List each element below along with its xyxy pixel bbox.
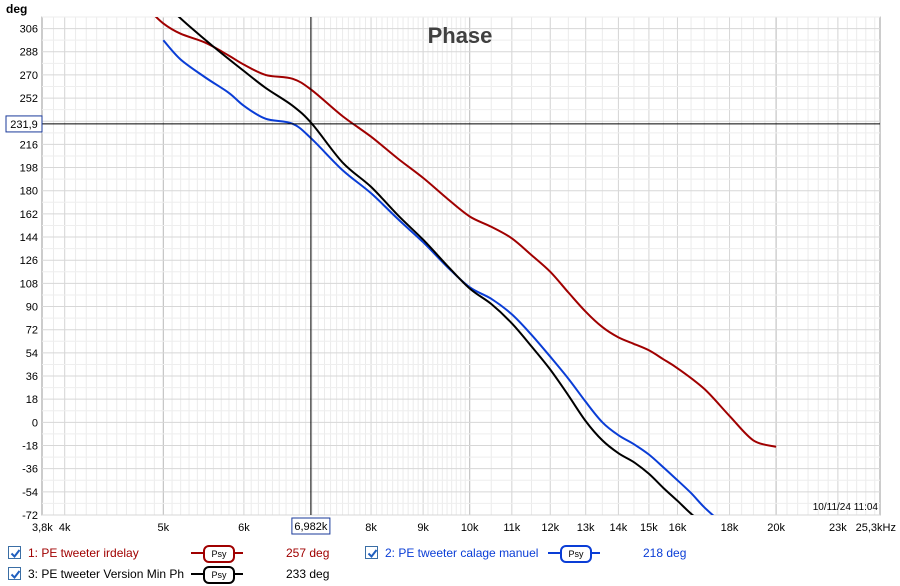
y-axis-ticks: 3062882702522161981801621441261089072543… [20, 24, 38, 522]
legend-label-3: 3: PE tweeter Version Min Ph [28, 567, 185, 581]
checkbox-series-3[interactable] [8, 567, 21, 580]
y-tick-label: -18 [22, 441, 38, 453]
x-tick-label: 10k [461, 522, 479, 534]
y-tick-label: 54 [26, 348, 38, 360]
phase-chart[interactable]: 3062882702522161981801621441261089072543… [0, 0, 900, 540]
y-tick-label: 180 [20, 186, 38, 198]
y-tick-label: 108 [20, 278, 38, 290]
y-tick-label: -72 [22, 510, 38, 522]
psy-button-2[interactable]: Psy [548, 543, 600, 563]
y-tick-label: 90 [26, 302, 38, 314]
x-tick-label: 8k [365, 522, 377, 534]
x-tick-label: 25,3kHz [856, 522, 896, 534]
y-tick-label: 288 [20, 47, 38, 59]
cursor-crosshair[interactable]: 231,9 6,982k [5, 17, 880, 535]
y-tick-label: 72 [26, 325, 38, 337]
x-tick-label: 6k [238, 522, 250, 534]
chart-title: Phase [428, 23, 493, 48]
cursor-x-readout: 6,982k [294, 521, 328, 533]
cursor-y-readout: 231,9 [10, 119, 38, 131]
checkmark-icon [367, 549, 378, 559]
legend-label-1: 1: PE tweeter irdelay [28, 546, 139, 560]
checkmark-icon [10, 549, 21, 559]
x-tick-label: 11k [503, 522, 520, 534]
psy-label: Psy [203, 566, 235, 584]
y-tick-label: 306 [20, 24, 38, 36]
x-tick-label: 13k [577, 522, 595, 534]
psy-label: Psy [203, 545, 235, 563]
checkbox-series-2[interactable] [365, 546, 378, 559]
psy-button-3[interactable]: Psy [191, 564, 243, 584]
cursor-x-readout-box [291, 517, 331, 535]
y-tick-label: 162 [20, 209, 38, 221]
legend-row-2: 3: PE tweeter Version Min Ph Psy 233 deg [0, 564, 900, 586]
x-tick-label: 23k [829, 522, 847, 534]
legend-item-3[interactable]: 3: PE tweeter Version Min Ph Psy 233 deg [8, 564, 368, 586]
y-tick-label: 198 [20, 163, 38, 175]
legend-item-1[interactable]: 1: PE tweeter irdelay Psy 257 deg [8, 543, 368, 565]
x-tick-label: 4k [59, 522, 71, 534]
y-tick-label: 270 [20, 70, 38, 82]
y-tick-label: 144 [20, 232, 38, 244]
series-lines [154, 17, 777, 515]
x-tick-label: 3,8k [32, 522, 53, 534]
y-tick-label: -54 [22, 487, 38, 499]
y-tick-label: 126 [20, 255, 38, 267]
legend-item-2[interactable]: 2: PE tweeter calage manuel Psy 218 deg [365, 543, 725, 565]
checkmark-icon [10, 570, 21, 580]
series-line-2 [162, 39, 715, 515]
x-tick-label: 14k [610, 522, 628, 534]
y-tick-label: 0 [32, 417, 38, 429]
grid [41, 16, 881, 516]
psy-button-1[interactable]: Psy [191, 543, 243, 563]
legend-value-3: 233 deg [286, 567, 330, 581]
psy-label: Psy [560, 545, 592, 563]
x-tick-label: 12k [541, 522, 559, 534]
y-tick-label: 36 [26, 371, 38, 383]
timestamp: 10/11/24 11:04 [813, 502, 879, 513]
series-line-1 [154, 17, 777, 448]
x-axis-ticks: 3,8k 4k 5k 6k 8k 9k 10k 11k 12k 13k 14k 15k 16k 18k 20… [32, 522, 896, 534]
x-tick-label: 15k [640, 522, 658, 534]
y-axis-label: deg [6, 2, 27, 16]
cursor-y-readout-box [5, 115, 43, 133]
legend-value-2: 218 deg [643, 546, 687, 560]
series-line-3 [177, 17, 695, 515]
x-tick-label: 18k [721, 522, 739, 534]
x-tick-label: 9k [417, 522, 429, 534]
legend-label-2: 2: PE tweeter calage manuel [385, 546, 539, 560]
x-tick-label: 5k [157, 522, 169, 534]
legend-value-1: 257 deg [286, 546, 330, 560]
y-tick-label: 216 [20, 139, 38, 151]
x-tick-label: 16k [669, 522, 687, 534]
checkbox-series-1[interactable] [8, 546, 21, 559]
y-tick-label: -36 [22, 464, 38, 476]
x-tick-label: 20k [767, 522, 785, 534]
y-tick-label: 18 [26, 394, 38, 406]
y-tick-label: 252 [20, 93, 38, 105]
legend-row-1: 1: PE tweeter irdelay Psy 257 deg 2: PE … [0, 543, 900, 565]
